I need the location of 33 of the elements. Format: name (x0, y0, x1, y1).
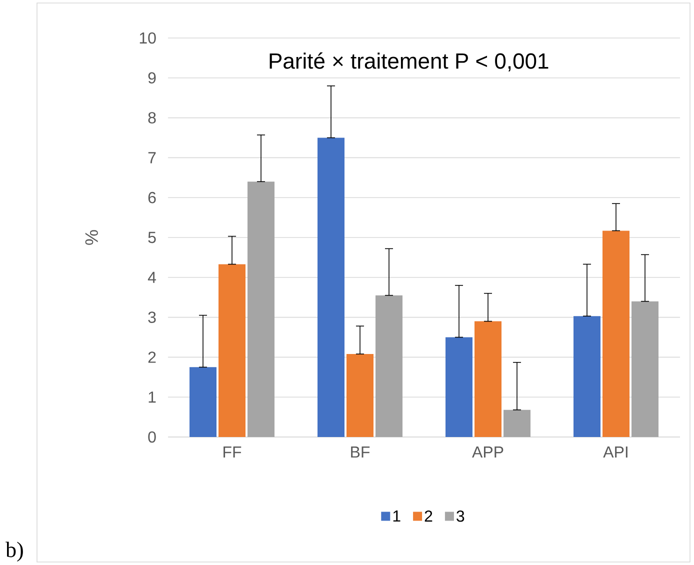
bar (446, 337, 472, 437)
y-tick-label: 1 (148, 392, 156, 403)
y-tick-label: 5 (148, 232, 156, 244)
y-tick-label: 2 (148, 352, 156, 363)
annotation: Parité × traitement P < 0,001 (270, 52, 548, 72)
x-tick-label: FF (224, 446, 242, 458)
bar (632, 301, 658, 437)
bar (190, 367, 217, 437)
bar (218, 264, 246, 437)
bar (602, 230, 630, 437)
x-tick-label: API (603, 446, 628, 458)
legend-label: 1 (393, 510, 400, 522)
bar (574, 316, 600, 437)
y-tick-label: 10 (140, 32, 156, 44)
x-tick-label: APP (472, 446, 504, 458)
y-tick-label: 8 (148, 112, 156, 124)
y-tick-label: 6 (148, 192, 156, 204)
y-axis-title: % (85, 230, 98, 245)
y-tick-label: 4 (148, 272, 156, 283)
y-tick-label: 3 (148, 312, 156, 323)
bar (504, 410, 530, 437)
legend-label: 3 (456, 510, 464, 522)
bar (376, 295, 402, 437)
bar (346, 354, 374, 437)
text: b) (6, 542, 23, 562)
x-tick-label: BF (351, 446, 370, 458)
bar (248, 182, 275, 437)
y-tick-label: 9 (148, 72, 156, 84)
y-tick-label: 7 (148, 152, 156, 164)
bar (474, 321, 502, 437)
bar (318, 138, 344, 437)
y-tick-label: 0 (148, 431, 156, 443)
legend-label: 2 (424, 510, 432, 522)
